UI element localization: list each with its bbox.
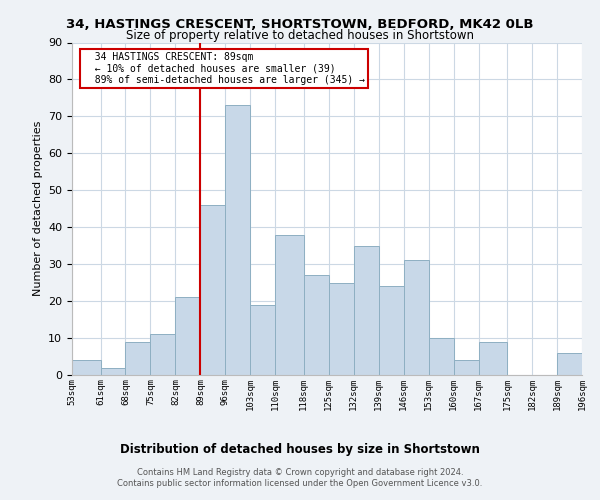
Bar — [125, 342, 151, 375]
Text: Size of property relative to detached houses in Shortstown: Size of property relative to detached ho… — [126, 29, 474, 42]
Bar — [379, 286, 404, 375]
Bar — [479, 342, 507, 375]
Bar — [354, 246, 379, 375]
Bar — [275, 234, 304, 375]
Bar — [329, 282, 354, 375]
Text: Contains HM Land Registry data © Crown copyright and database right 2024.
Contai: Contains HM Land Registry data © Crown c… — [118, 468, 482, 487]
Bar — [428, 338, 454, 375]
Bar — [557, 353, 582, 375]
Bar — [101, 368, 125, 375]
Bar — [454, 360, 479, 375]
Bar — [250, 305, 275, 375]
Bar — [72, 360, 101, 375]
Bar — [200, 205, 226, 375]
Bar — [304, 275, 329, 375]
Y-axis label: Number of detached properties: Number of detached properties — [32, 121, 43, 296]
Text: 34, HASTINGS CRESCENT, SHORTSTOWN, BEDFORD, MK42 0LB: 34, HASTINGS CRESCENT, SHORTSTOWN, BEDFO… — [66, 18, 534, 30]
Bar — [151, 334, 175, 375]
Bar — [175, 298, 200, 375]
Bar — [404, 260, 428, 375]
Text: Distribution of detached houses by size in Shortstown: Distribution of detached houses by size … — [120, 442, 480, 456]
Text: 34 HASTINGS CRESCENT: 89sqm
  ← 10% of detached houses are smaller (39)
  89% of: 34 HASTINGS CRESCENT: 89sqm ← 10% of det… — [83, 52, 365, 85]
Bar — [226, 106, 250, 375]
